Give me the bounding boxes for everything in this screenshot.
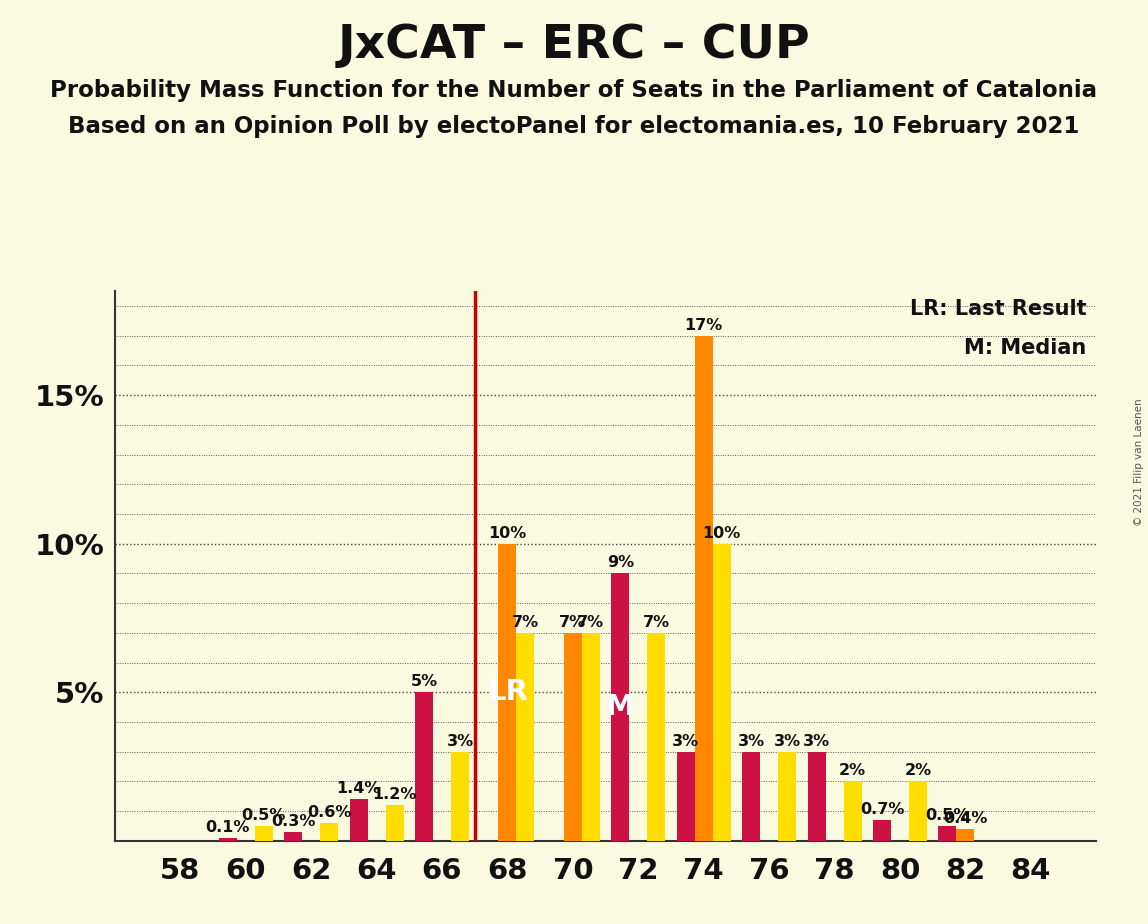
Text: 0.7%: 0.7% (860, 802, 905, 817)
Text: LR: Last Result: LR: Last Result (910, 299, 1086, 320)
Bar (564, 633, 582, 841)
Bar (647, 633, 666, 841)
Text: 1.4%: 1.4% (336, 782, 381, 796)
Bar (451, 752, 470, 841)
Text: Probability Mass Function for the Number of Seats in the Parliament of Catalonia: Probability Mass Function for the Number… (51, 79, 1097, 102)
Text: 7%: 7% (643, 614, 669, 630)
Text: 0.4%: 0.4% (944, 811, 987, 826)
Text: 2%: 2% (905, 763, 931, 778)
Bar (498, 543, 517, 841)
Bar (938, 826, 956, 841)
Text: 3%: 3% (774, 734, 800, 748)
Text: 9%: 9% (607, 555, 634, 570)
Bar (844, 782, 862, 841)
Bar (909, 782, 928, 841)
Text: Based on an Opinion Poll by electoPanel for electomania.es, 10 February 2021: Based on an Opinion Poll by electoPanel … (69, 116, 1079, 139)
Text: 5%: 5% (411, 675, 437, 689)
Text: 2%: 2% (839, 763, 866, 778)
Bar (255, 826, 273, 841)
Text: 0.1%: 0.1% (205, 820, 250, 835)
Bar (778, 752, 797, 841)
Bar (218, 838, 236, 841)
Bar (872, 820, 891, 841)
Text: 7%: 7% (559, 614, 587, 630)
Text: JxCAT – ERC – CUP: JxCAT – ERC – CUP (338, 23, 810, 68)
Bar (695, 335, 713, 841)
Bar (956, 829, 975, 841)
Text: © 2021 Filip van Laenen: © 2021 Filip van Laenen (1134, 398, 1143, 526)
Text: M: M (606, 693, 635, 721)
Bar (284, 832, 302, 841)
Text: 3%: 3% (673, 734, 699, 748)
Bar (320, 823, 339, 841)
Text: 0.3%: 0.3% (271, 814, 316, 829)
Text: 3%: 3% (738, 734, 765, 748)
Text: 17%: 17% (684, 318, 723, 333)
Bar (611, 574, 629, 841)
Text: 7%: 7% (512, 614, 538, 630)
Bar (676, 752, 695, 841)
Text: 3%: 3% (804, 734, 830, 748)
Bar (713, 543, 731, 841)
Text: 0.5%: 0.5% (925, 808, 970, 823)
Text: 3%: 3% (447, 734, 473, 748)
Text: 1.2%: 1.2% (372, 787, 417, 802)
Bar (414, 692, 433, 841)
Text: 10%: 10% (488, 526, 527, 541)
Text: 10%: 10% (703, 526, 740, 541)
Text: LR: LR (487, 678, 528, 706)
Bar (742, 752, 760, 841)
Bar (517, 633, 535, 841)
Bar (349, 799, 367, 841)
Bar (582, 633, 600, 841)
Text: 0.6%: 0.6% (307, 805, 351, 820)
Text: 0.5%: 0.5% (241, 808, 286, 823)
Text: M: Median: M: Median (964, 338, 1086, 358)
Bar (807, 752, 825, 841)
Bar (386, 805, 404, 841)
Text: 7%: 7% (577, 614, 604, 630)
